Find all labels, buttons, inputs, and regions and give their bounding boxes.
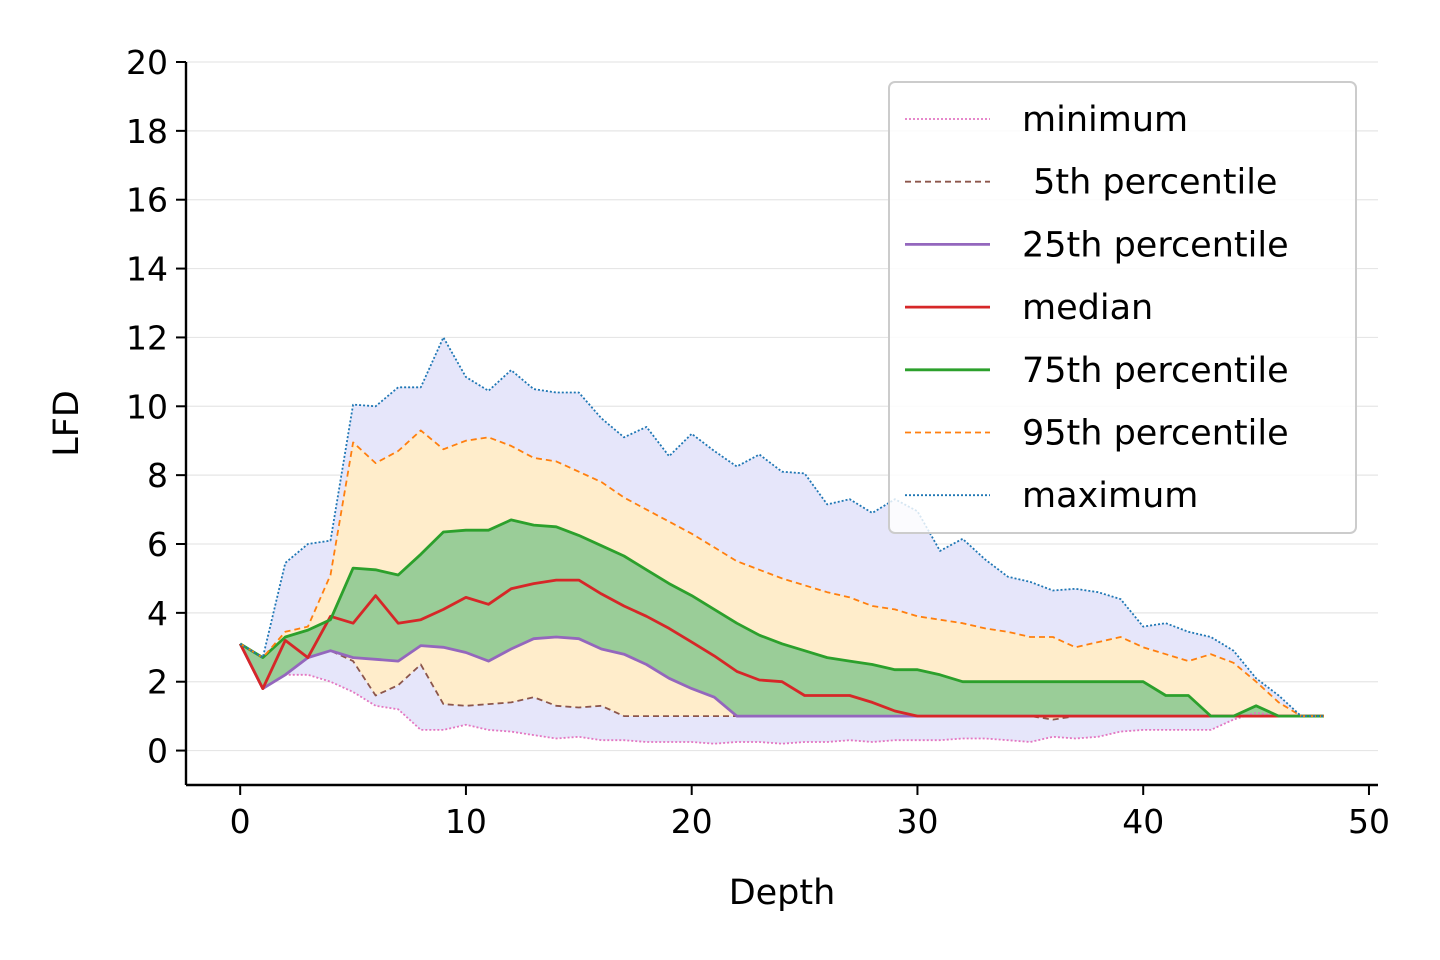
legend-label: 25th percentile [1022,225,1289,265]
x-axis-label: Depth [729,873,836,913]
series-line [239,429,1324,717]
legend-box [888,81,1357,534]
y-tick-label: 2 [147,663,168,702]
y-tick-label: 10 [126,387,168,426]
axes [184,62,1378,787]
band-fills [240,337,1324,744]
x-tick-label: 20 [671,802,713,841]
legend-label: 5th percentile [1022,163,1277,203]
y-tick-label: 12 [126,318,168,357]
legend-label: 75th percentile [1022,351,1289,391]
x-tick-label: 10 [445,802,487,841]
y-tick-label: 8 [147,456,168,495]
legend: minimum 5th percentile 25th percentile med… [888,81,1357,534]
legend-label: minimum [1022,100,1188,140]
band-fill [240,519,1324,717]
x-tick-label: 50 [1348,802,1390,841]
y-tick-label: 6 [147,525,168,564]
series-line [239,336,1324,717]
series-line [238,578,1324,718]
y-tick-label: 14 [126,250,168,289]
y-tick-label: 4 [147,594,168,633]
series-lines [238,336,1324,745]
x-tick-label: 40 [1122,802,1164,841]
series-line [239,518,1324,718]
y-tick-label: 20 [126,43,168,82]
y-tick-label: 18 [126,112,168,151]
x-tick-label: 30 [896,802,938,841]
legend-label: maximum [1022,476,1198,516]
tick-labels: 0 2 4 6 8 10 12 14 16 18 20 0 10 20 30 40 50 [126,43,1390,841]
legend-label: median [1022,288,1153,328]
x-tick-label: 0 [230,802,251,841]
y-tick-label: 0 [147,732,168,771]
y-tick-label: 16 [126,181,168,220]
legend-label: 95th percentile [1022,414,1289,454]
y-axis-label: LFD [47,390,87,457]
